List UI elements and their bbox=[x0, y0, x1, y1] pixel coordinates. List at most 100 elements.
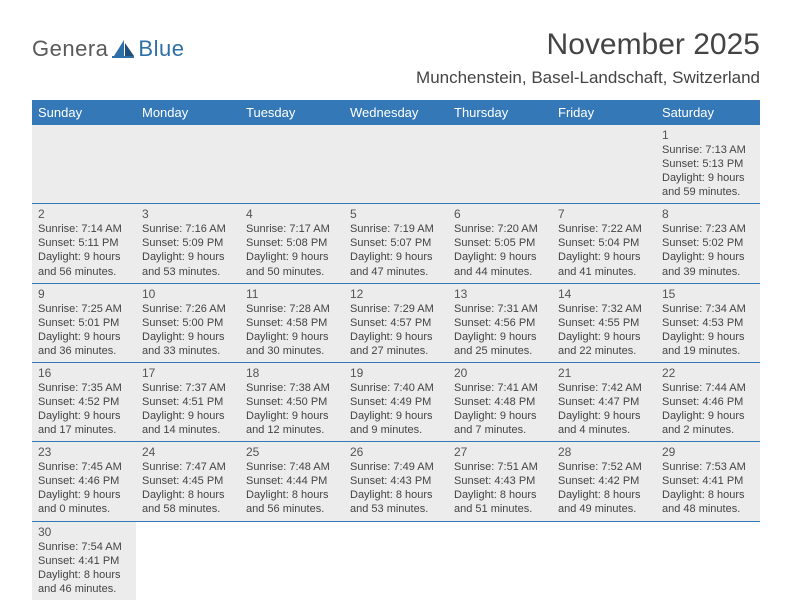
day-detail: Sunrise: 7:49 AMSunset: 4:43 PMDaylight:… bbox=[350, 460, 444, 516]
calendar-day-cell: 9Sunrise: 7:25 AMSunset: 5:01 PMDaylight… bbox=[32, 283, 136, 362]
header: Genera Blue November 2025 Munchenstein, … bbox=[32, 28, 760, 96]
calendar-day-cell: 24Sunrise: 7:47 AMSunset: 4:45 PMDayligh… bbox=[136, 442, 240, 521]
sunrise-line: Sunrise: 7:44 AM bbox=[662, 381, 756, 395]
day-number: 12 bbox=[350, 287, 444, 301]
day-number: 24 bbox=[142, 445, 236, 459]
daylight-line: Daylight: 9 hours and 9 minutes. bbox=[350, 409, 444, 437]
day-number: 9 bbox=[38, 287, 132, 301]
day-detail: Sunrise: 7:42 AMSunset: 4:47 PMDaylight:… bbox=[558, 381, 652, 437]
dow-header-cell: Friday bbox=[552, 100, 656, 125]
dow-header-cell: Tuesday bbox=[240, 100, 344, 125]
calendar-day-cell: 10Sunrise: 7:26 AMSunset: 5:00 PMDayligh… bbox=[136, 283, 240, 362]
sunset-line: Sunset: 5:05 PM bbox=[454, 236, 548, 250]
daylight-line: Daylight: 9 hours and 53 minutes. bbox=[142, 250, 236, 278]
day-number: 28 bbox=[558, 445, 652, 459]
trailing-empty-cell bbox=[136, 521, 240, 600]
dow-header-cell: Saturday bbox=[656, 100, 760, 125]
calendar-day-cell: 15Sunrise: 7:34 AMSunset: 4:53 PMDayligh… bbox=[656, 283, 760, 362]
day-number: 17 bbox=[142, 366, 236, 380]
sunset-line: Sunset: 4:56 PM bbox=[454, 316, 548, 330]
calendar-day-cell: 25Sunrise: 7:48 AMSunset: 4:44 PMDayligh… bbox=[240, 442, 344, 521]
sunrise-line: Sunrise: 7:17 AM bbox=[246, 222, 340, 236]
sunset-line: Sunset: 4:48 PM bbox=[454, 395, 548, 409]
day-detail: Sunrise: 7:16 AMSunset: 5:09 PMDaylight:… bbox=[142, 222, 236, 278]
sunset-line: Sunset: 5:04 PM bbox=[558, 236, 652, 250]
calendar-week-row: 30Sunrise: 7:54 AMSunset: 4:41 PMDayligh… bbox=[32, 521, 760, 600]
calendar-day-cell: 7Sunrise: 7:22 AMSunset: 5:04 PMDaylight… bbox=[552, 204, 656, 283]
day-number: 11 bbox=[246, 287, 340, 301]
sunset-line: Sunset: 4:46 PM bbox=[662, 395, 756, 409]
trailing-empty-cell bbox=[552, 521, 656, 600]
calendar-day-cell: 27Sunrise: 7:51 AMSunset: 4:43 PMDayligh… bbox=[448, 442, 552, 521]
day-number: 5 bbox=[350, 207, 444, 221]
title-block: November 2025 Munchenstein, Basel-Landsc… bbox=[416, 28, 760, 96]
dow-header-cell: Monday bbox=[136, 100, 240, 125]
sunset-line: Sunset: 4:47 PM bbox=[558, 395, 652, 409]
day-number: 16 bbox=[38, 366, 132, 380]
daylight-line: Daylight: 9 hours and 44 minutes. bbox=[454, 250, 548, 278]
calendar-day-cell: 30Sunrise: 7:54 AMSunset: 4:41 PMDayligh… bbox=[32, 521, 136, 600]
sunset-line: Sunset: 5:07 PM bbox=[350, 236, 444, 250]
daylight-line: Daylight: 8 hours and 58 minutes. bbox=[142, 488, 236, 516]
day-detail: Sunrise: 7:29 AMSunset: 4:57 PMDaylight:… bbox=[350, 302, 444, 358]
sunset-line: Sunset: 4:50 PM bbox=[246, 395, 340, 409]
leading-empty-cell bbox=[552, 125, 656, 204]
sunset-line: Sunset: 4:43 PM bbox=[350, 474, 444, 488]
sunrise-line: Sunrise: 7:28 AM bbox=[246, 302, 340, 316]
sunrise-line: Sunrise: 7:22 AM bbox=[558, 222, 652, 236]
dow-header-cell: Thursday bbox=[448, 100, 552, 125]
day-detail: Sunrise: 7:37 AMSunset: 4:51 PMDaylight:… bbox=[142, 381, 236, 437]
daylight-line: Daylight: 9 hours and 4 minutes. bbox=[558, 409, 652, 437]
day-number: 15 bbox=[662, 287, 756, 301]
sunrise-line: Sunrise: 7:47 AM bbox=[142, 460, 236, 474]
sunrise-line: Sunrise: 7:29 AM bbox=[350, 302, 444, 316]
day-number: 20 bbox=[454, 366, 548, 380]
sunrise-line: Sunrise: 7:19 AM bbox=[350, 222, 444, 236]
daylight-line: Daylight: 8 hours and 46 minutes. bbox=[38, 568, 132, 596]
sunrise-line: Sunrise: 7:45 AM bbox=[38, 460, 132, 474]
calendar-week-row: 16Sunrise: 7:35 AMSunset: 4:52 PMDayligh… bbox=[32, 362, 760, 441]
daylight-line: Daylight: 9 hours and 14 minutes. bbox=[142, 409, 236, 437]
calendar-day-cell: 11Sunrise: 7:28 AMSunset: 4:58 PMDayligh… bbox=[240, 283, 344, 362]
daylight-line: Daylight: 9 hours and 27 minutes. bbox=[350, 330, 444, 358]
day-detail: Sunrise: 7:20 AMSunset: 5:05 PMDaylight:… bbox=[454, 222, 548, 278]
day-detail: Sunrise: 7:19 AMSunset: 5:07 PMDaylight:… bbox=[350, 222, 444, 278]
sunset-line: Sunset: 5:00 PM bbox=[142, 316, 236, 330]
daylight-line: Daylight: 9 hours and 12 minutes. bbox=[246, 409, 340, 437]
daylight-line: Daylight: 9 hours and 25 minutes. bbox=[454, 330, 548, 358]
day-number: 27 bbox=[454, 445, 548, 459]
sunrise-line: Sunrise: 7:13 AM bbox=[662, 143, 756, 157]
calendar-day-cell: 17Sunrise: 7:37 AMSunset: 4:51 PMDayligh… bbox=[136, 362, 240, 441]
location-subtitle: Munchenstein, Basel-Landschaft, Switzerl… bbox=[416, 68, 760, 88]
logo-text-general: Genera bbox=[32, 36, 108, 62]
daylight-line: Daylight: 9 hours and 30 minutes. bbox=[246, 330, 340, 358]
day-number: 3 bbox=[142, 207, 236, 221]
sunset-line: Sunset: 4:45 PM bbox=[142, 474, 236, 488]
sunset-line: Sunset: 4:49 PM bbox=[350, 395, 444, 409]
sunset-line: Sunset: 5:09 PM bbox=[142, 236, 236, 250]
logo-text-blue: Blue bbox=[138, 36, 184, 62]
calendar-day-cell: 8Sunrise: 7:23 AMSunset: 5:02 PMDaylight… bbox=[656, 204, 760, 283]
daylight-line: Daylight: 9 hours and 19 minutes. bbox=[662, 330, 756, 358]
daylight-line: Daylight: 9 hours and 56 minutes. bbox=[38, 250, 132, 278]
calendar-day-cell: 5Sunrise: 7:19 AMSunset: 5:07 PMDaylight… bbox=[344, 204, 448, 283]
daylight-line: Daylight: 9 hours and 59 minutes. bbox=[662, 171, 756, 199]
sunrise-line: Sunrise: 7:49 AM bbox=[350, 460, 444, 474]
calendar-week-row: 9Sunrise: 7:25 AMSunset: 5:01 PMDaylight… bbox=[32, 283, 760, 362]
day-detail: Sunrise: 7:13 AMSunset: 5:13 PMDaylight:… bbox=[662, 143, 756, 199]
day-number: 6 bbox=[454, 207, 548, 221]
sunrise-line: Sunrise: 7:32 AM bbox=[558, 302, 652, 316]
day-detail: Sunrise: 7:28 AMSunset: 4:58 PMDaylight:… bbox=[246, 302, 340, 358]
day-number: 13 bbox=[454, 287, 548, 301]
calendar-grid: SundayMondayTuesdayWednesdayThursdayFrid… bbox=[32, 100, 760, 600]
dow-header-row: SundayMondayTuesdayWednesdayThursdayFrid… bbox=[32, 100, 760, 125]
sunset-line: Sunset: 5:13 PM bbox=[662, 157, 756, 171]
sunset-line: Sunset: 5:02 PM bbox=[662, 236, 756, 250]
day-detail: Sunrise: 7:31 AMSunset: 4:56 PMDaylight:… bbox=[454, 302, 548, 358]
sunrise-line: Sunrise: 7:48 AM bbox=[246, 460, 340, 474]
day-detail: Sunrise: 7:45 AMSunset: 4:46 PMDaylight:… bbox=[38, 460, 132, 516]
daylight-line: Daylight: 9 hours and 7 minutes. bbox=[454, 409, 548, 437]
logo: Genera Blue bbox=[32, 36, 184, 62]
trailing-empty-cell bbox=[656, 521, 760, 600]
sunset-line: Sunset: 4:51 PM bbox=[142, 395, 236, 409]
